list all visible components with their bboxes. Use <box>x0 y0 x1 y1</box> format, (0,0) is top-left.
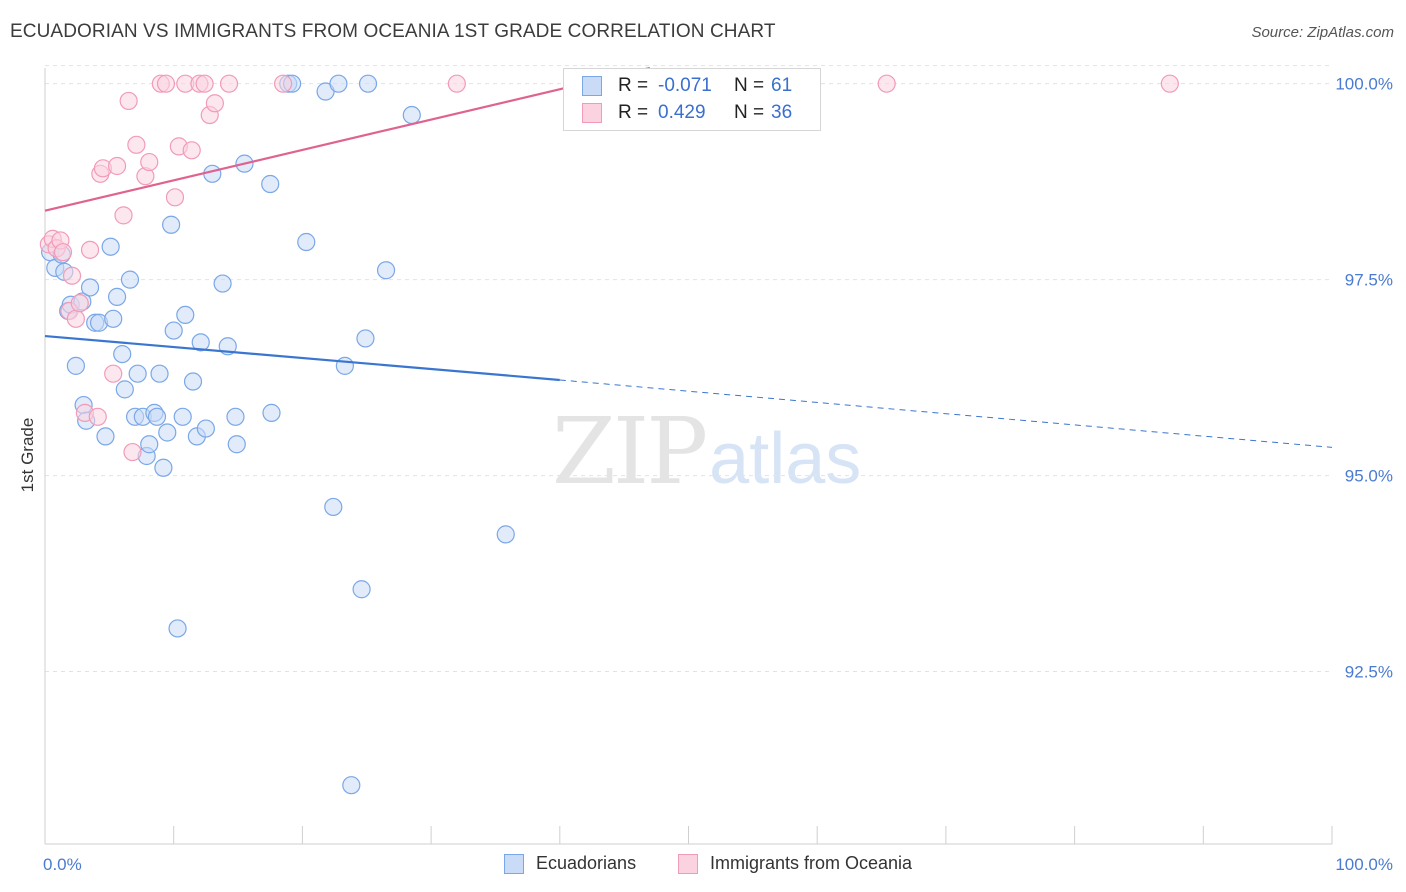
y-tick-label: 95.0% <box>1345 467 1393 486</box>
ecuadorian-point <box>162 215 181 234</box>
ecuadorian-point <box>115 380 134 399</box>
ecuadorian-point <box>196 419 215 438</box>
ecuadorian-point <box>164 321 183 340</box>
legend-r-label: R = <box>618 102 649 123</box>
oceania-point <box>140 152 159 172</box>
ecuadorian-point <box>342 776 361 795</box>
oceania-point <box>205 94 224 113</box>
ecuadorian-point <box>358 74 378 93</box>
ecuadorian-point <box>120 270 140 289</box>
oceania-point <box>53 243 73 262</box>
correlation-legend: R = -0.071 N = 61 R = 0.429 N = 36 <box>563 68 821 131</box>
ecuadorian-point <box>329 74 348 93</box>
ecuadorian-point <box>226 407 245 426</box>
ecuadorian-point <box>66 356 85 375</box>
oceania-point <box>195 74 214 93</box>
ecuadorian-point <box>262 403 281 422</box>
oceania-point <box>70 294 89 313</box>
oceania-point <box>182 141 201 160</box>
oceania-point <box>62 266 82 285</box>
legend-r-value: 0.429 <box>658 102 706 123</box>
oceania-point <box>104 364 123 383</box>
legend-n-label: N = <box>734 102 765 123</box>
ecuadorian-point <box>101 237 120 256</box>
y-tick-label: 92.5% <box>1345 663 1393 682</box>
ecuadorian-point <box>356 329 375 348</box>
ecuadorian-point <box>335 356 354 375</box>
legend-n-label: N = <box>734 75 765 96</box>
ecuadorian-point <box>261 174 280 194</box>
oceania-point <box>447 74 466 93</box>
oceania-point <box>127 135 146 154</box>
ecuadorian-point <box>80 278 100 297</box>
legend-r-label: R = <box>618 75 649 96</box>
oceania-point <box>88 407 107 426</box>
legend-swatch-ecuadorians <box>582 76 602 96</box>
legend-swatch-oceania <box>582 103 602 123</box>
legend-n-value: 61 <box>771 75 793 96</box>
ecuadorian-point <box>183 372 203 391</box>
y-tick-label: 100.0% <box>1335 75 1393 94</box>
ecuadorian-trend-extension <box>559 379 1333 448</box>
oceania-point <box>114 206 133 225</box>
ecuadorian-point <box>213 274 232 293</box>
chart-title: ECUADORIAN VS IMMIGRANTS FROM OCEANIA 1S… <box>10 21 776 42</box>
oceania-point <box>219 74 239 93</box>
oceania-point <box>165 188 185 207</box>
ecuadorian-point <box>128 364 147 383</box>
ecuadorian-point <box>154 458 173 477</box>
oceania-point <box>66 309 85 328</box>
oceania-point <box>123 442 142 462</box>
legend-r-value: -0.071 <box>658 75 712 96</box>
oceania-point <box>156 74 176 93</box>
ecuadorian-point <box>96 427 115 446</box>
x-tick-label: 100.0% <box>1335 855 1393 874</box>
oceania-point <box>107 156 127 176</box>
oceania-point <box>119 91 138 111</box>
ecuadorian-point <box>158 423 177 442</box>
ecuadorian-point <box>402 105 421 125</box>
oceania-point <box>1160 74 1179 93</box>
bottom-legend-swatch-ecuadorians <box>504 854 524 874</box>
ecuadorian-point <box>324 497 343 517</box>
ecuadorian-point <box>140 435 159 454</box>
oceania-point <box>273 74 293 93</box>
oceania-trend-line <box>44 66 651 212</box>
ecuadorian-point <box>176 305 195 325</box>
bottom-legend-label-ecuadorians: Ecuadorians <box>536 853 637 873</box>
ecuadorian-point <box>352 580 371 599</box>
ecuadorian-point <box>104 309 123 328</box>
legend-n-value: 36 <box>771 102 793 123</box>
y-tick-label: 97.5% <box>1345 271 1393 290</box>
ecuadorian-point <box>107 287 127 306</box>
oceania-point <box>877 74 896 93</box>
ecuadorian-point <box>173 407 192 426</box>
ecuadorian-point <box>147 407 167 426</box>
bottom-legend-swatch-oceania <box>678 854 698 874</box>
ecuadorian-point <box>113 345 132 364</box>
bottom-legend-label-oceania: Immigrants from Oceania <box>710 853 913 873</box>
ecuadorian-point <box>227 435 246 454</box>
ecuadorian-point <box>191 333 210 352</box>
ecuadorian-point <box>496 525 515 544</box>
ecuadorian-point <box>203 164 222 183</box>
ecuadorian-point <box>168 619 187 638</box>
source-note: Source: ZipAtlas.com <box>1251 24 1394 41</box>
ecuadorian-trend-line <box>44 334 560 382</box>
ecuadorian-point <box>376 261 396 280</box>
oceania-point <box>80 240 100 259</box>
ecuadorian-point <box>150 364 169 383</box>
x-tick-label: 0.0% <box>43 855 82 874</box>
ecuadorian-point <box>297 232 316 252</box>
